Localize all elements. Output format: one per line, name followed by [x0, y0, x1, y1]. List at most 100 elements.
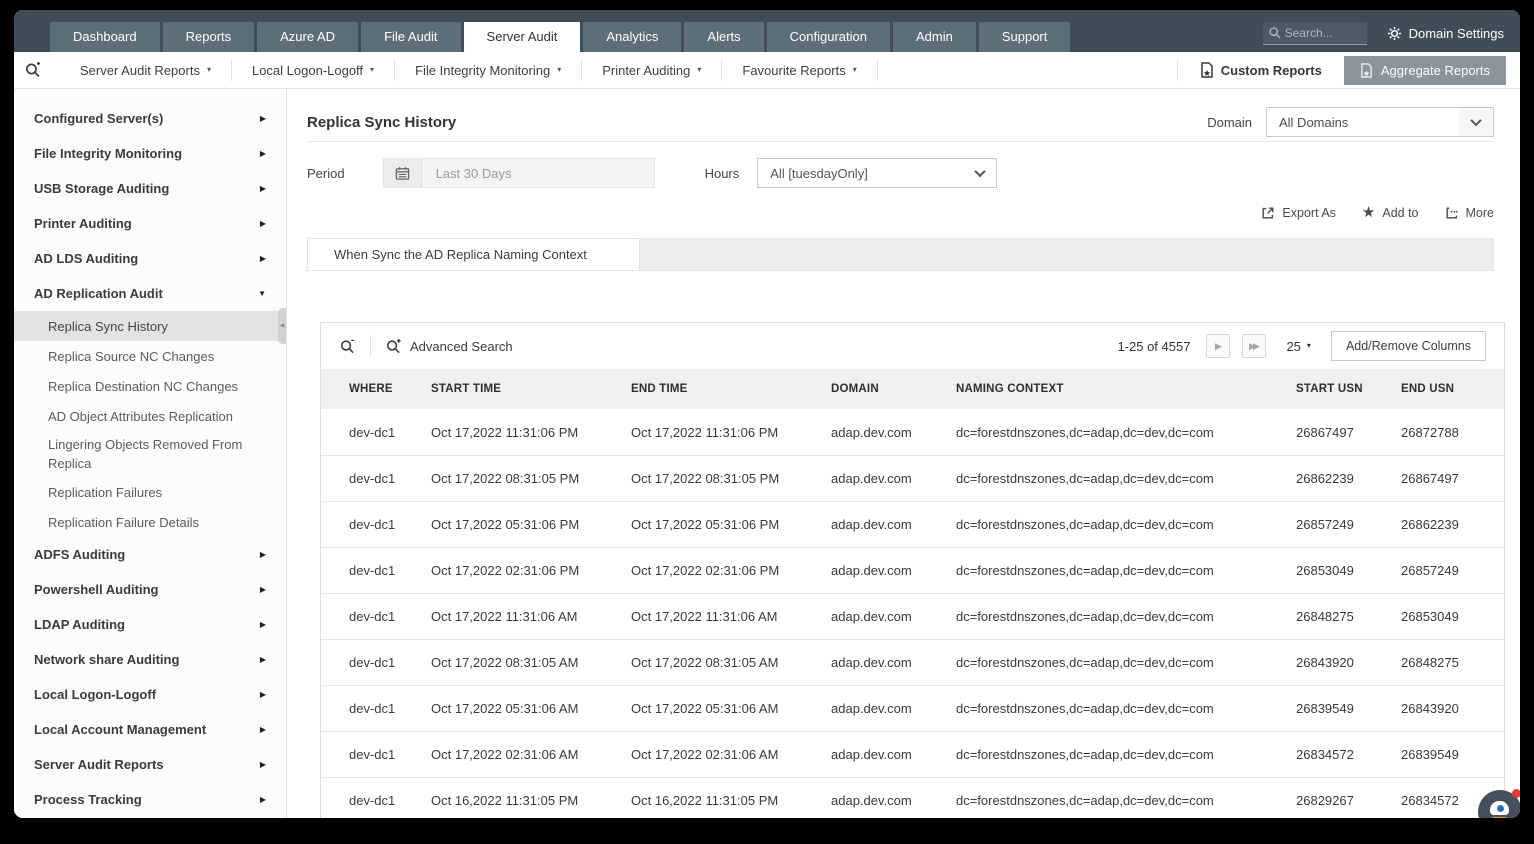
- export-as-button[interactable]: Export As: [1261, 206, 1336, 220]
- cell-domain: adap.dev.com: [831, 563, 912, 578]
- sidebar-item-ad-object-attributes-replication[interactable]: AD Object Attributes Replication: [14, 401, 286, 431]
- report-tab-label: When Sync the AD Replica Naming Context: [334, 247, 587, 262]
- sidebar-item-replication-failures[interactable]: Replication Failures: [14, 477, 286, 507]
- nav-tab-reports[interactable]: Reports: [162, 22, 255, 52]
- nav-tab-configuration[interactable]: Configuration: [766, 22, 890, 52]
- sidebar-item-ad-lds-auditing[interactable]: AD LDS Auditing ▶: [14, 241, 286, 276]
- nav-tab-file-audit[interactable]: File Audit: [361, 22, 461, 52]
- domain-settings-button[interactable]: Domain Settings: [1387, 26, 1504, 41]
- sidebar-item-network-share-auditing[interactable]: Network share Auditing ▶: [14, 642, 286, 677]
- report-tab-strip: When Sync the AD Replica Naming Context: [307, 238, 1494, 271]
- sidebar-item-replica-source-nc-changes[interactable]: Replica Source NC Changes: [14, 341, 286, 371]
- toolbar-menu-label: Favourite Reports: [742, 62, 846, 78]
- cell-naming-context: dc=forestdnszones,dc=adap,dc=dev,dc=com: [956, 471, 1214, 486]
- aggregate-reports-button[interactable]: Aggregate Reports: [1343, 55, 1506, 85]
- nav-tab-dashboard[interactable]: Dashboard: [50, 22, 160, 52]
- sidebar-item-replication-failure-details[interactable]: Replication Failure Details: [14, 507, 286, 537]
- toolbar-menu-printer-auditing[interactable]: Printer Auditing ▾: [582, 63, 721, 78]
- sidebar-item-server-audit-reports[interactable]: Server Audit Reports ▶: [14, 747, 286, 782]
- chevron-right-icon: ▶: [259, 585, 266, 594]
- chevron-right-icon: ▶: [259, 114, 266, 123]
- sidebar-item-ldap-auditing[interactable]: LDAP Auditing ▶: [14, 607, 286, 642]
- hours-label: Hours: [704, 165, 740, 181]
- period-label: Period: [307, 165, 345, 181]
- cell-end-time: Oct 17,2022 05:31:06 AM: [631, 701, 779, 716]
- sidebar-item-adfs-auditing[interactable]: ADFS Auditing ▶: [14, 537, 286, 572]
- sidebar-item-label: Process Tracking: [34, 792, 142, 807]
- add-to-button[interactable]: ★ Add to: [1362, 205, 1419, 220]
- nav-tab-support[interactable]: Support: [978, 22, 1071, 52]
- divider: [876, 59, 878, 81]
- caret-down-icon: ▾: [370, 65, 375, 74]
- page-size-select[interactable]: 25 ▾: [1286, 339, 1310, 354]
- advanced-search-button[interactable]: Advanced Search: [385, 338, 513, 355]
- toolbar-right: Custom Reports Aggregate Reports: [1176, 55, 1506, 85]
- chatbot-icon-body: [1491, 817, 1508, 818]
- toolbar-menu-favourite-reports[interactable]: Favourite Reports ▾: [722, 63, 876, 78]
- chevron-right-icon: ▶: [259, 149, 266, 158]
- add-remove-columns-button[interactable]: Add/Remove Columns: [1330, 331, 1486, 361]
- cell-start-usn: 26857249: [1296, 517, 1354, 532]
- add-to-label: Add to: [1382, 205, 1419, 220]
- toolbar-menu-file-integrity-monitoring[interactable]: File Integrity Monitoring ▾: [395, 63, 581, 78]
- cell-start-time: Oct 17,2022 02:31:06 PM: [431, 563, 580, 578]
- domain-select[interactable]: All Domains: [1266, 107, 1494, 137]
- hours-select[interactable]: All [tuesdayOnly]: [757, 158, 998, 188]
- period-value: Last 30 Days: [421, 159, 654, 187]
- search-input[interactable]: [1262, 22, 1367, 44]
- sidebar-collapse-handle[interactable]: ◀: [278, 308, 286, 344]
- nav-tab-server-audit[interactable]: Server Audit: [463, 22, 581, 52]
- cell-domain: adap.dev.com: [831, 471, 912, 486]
- column-header-naming-context: NAMING CONTEXT: [956, 383, 1064, 395]
- sidebar-item-replica-sync-history[interactable]: Replica Sync History ◀: [14, 308, 286, 344]
- more-button[interactable]: More: [1445, 206, 1494, 220]
- divider: [230, 59, 232, 81]
- nav-tab-analytics[interactable]: Analytics: [583, 22, 682, 52]
- global-search-icon[interactable]: [24, 61, 42, 79]
- cell-start-usn: 26829267: [1296, 793, 1354, 808]
- cell-naming-context: dc=forestdnszones,dc=adap,dc=dev,dc=com: [956, 424, 1214, 440]
- period-picker[interactable]: Last 30 Days: [382, 158, 655, 188]
- quick-search-icon[interactable]: [339, 338, 356, 355]
- cell-where: dev-dc1: [349, 655, 396, 670]
- cell-start-usn: 26867497: [1296, 424, 1354, 440]
- nav-tab-admin[interactable]: Admin: [892, 22, 976, 52]
- toolbar-menu-local-logon-logoff[interactable]: Local Logon-Logoff ▾: [232, 63, 394, 78]
- advanced-search-label: Advanced Search: [410, 338, 513, 354]
- nav-tab-alerts[interactable]: Alerts: [684, 22, 764, 52]
- chatbot-button[interactable]: [1478, 789, 1520, 818]
- sidebar-item-label: USB Storage Auditing: [34, 181, 170, 196]
- custom-reports-button[interactable]: Custom Reports: [1192, 62, 1330, 78]
- sidebar-item-file-integrity-monitoring[interactable]: File Integrity Monitoring ▶: [14, 136, 286, 171]
- toolbar-menu-server-audit-reports[interactable]: Server Audit Reports ▾: [60, 63, 231, 78]
- sidebar-item-printer-auditing[interactable]: Printer Auditing ▶: [14, 206, 286, 241]
- custom-reports-label: Custom Reports: [1220, 62, 1322, 78]
- cell-where: dev-dc1: [349, 424, 396, 440]
- sidebar-item-label: Powershell Auditing: [34, 582, 159, 597]
- tab-when-sync-ad-replica[interactable]: When Sync the AD Replica Naming Context: [308, 239, 640, 270]
- sidebar-item-process-tracking[interactable]: Process Tracking ▶: [14, 782, 286, 817]
- cell-start-time: Oct 17,2022 05:31:06 AM: [431, 701, 579, 716]
- nav-tab-azure-ad[interactable]: Azure AD: [257, 22, 359, 52]
- sidebar-item-powershell-auditing[interactable]: Powershell Auditing ▶: [14, 572, 286, 607]
- divider: [1176, 59, 1178, 81]
- sidebar-item-lingering-objects-removed-from-replica[interactable]: Lingering Objects Removed From Replica: [14, 431, 286, 477]
- chevron-down-icon: [1459, 108, 1493, 136]
- cell-start-time: Oct 17,2022 08:31:05 PM: [431, 471, 580, 486]
- cell-end-time: Oct 17,2022 08:31:05 AM: [631, 655, 779, 670]
- chevron-right-icon: ▶: [259, 690, 266, 699]
- report-table-card: Advanced Search 1-25 of 4557 ▶ ▶▶ 25 ▾ A…: [320, 322, 1505, 818]
- next-page-button[interactable]: ▶: [1206, 334, 1231, 358]
- sidebar-item-usb-storage-auditing[interactable]: USB Storage Auditing ▶: [14, 171, 286, 206]
- sidebar-item-replica-destination-nc-changes[interactable]: Replica Destination NC Changes: [14, 371, 286, 401]
- toolbar-menu-label: Printer Auditing: [602, 62, 691, 78]
- cell-naming-context: dc=forestdnszones,dc=adap,dc=dev,dc=com: [956, 609, 1214, 624]
- sidebar-item-label: LDAP Auditing: [34, 617, 125, 632]
- sidebar-item-ad-replication-audit[interactable]: AD Replication Audit ▼: [14, 276, 286, 311]
- sidebar-item-local-account-management[interactable]: Local Account Management ▶: [14, 712, 286, 747]
- sidebar-item-configured-server-s[interactable]: Configured Server(s) ▶: [14, 101, 286, 136]
- last-page-button[interactable]: ▶▶: [1242, 334, 1267, 358]
- cell-start-usn: 26862239: [1296, 471, 1354, 486]
- table-row: dev-dc1 Oct 17,2022 05:31:06 PM Oct 17,202…: [321, 501, 1504, 547]
- sidebar-item-local-logon-logoff[interactable]: Local Logon-Logoff ▶: [14, 677, 286, 712]
